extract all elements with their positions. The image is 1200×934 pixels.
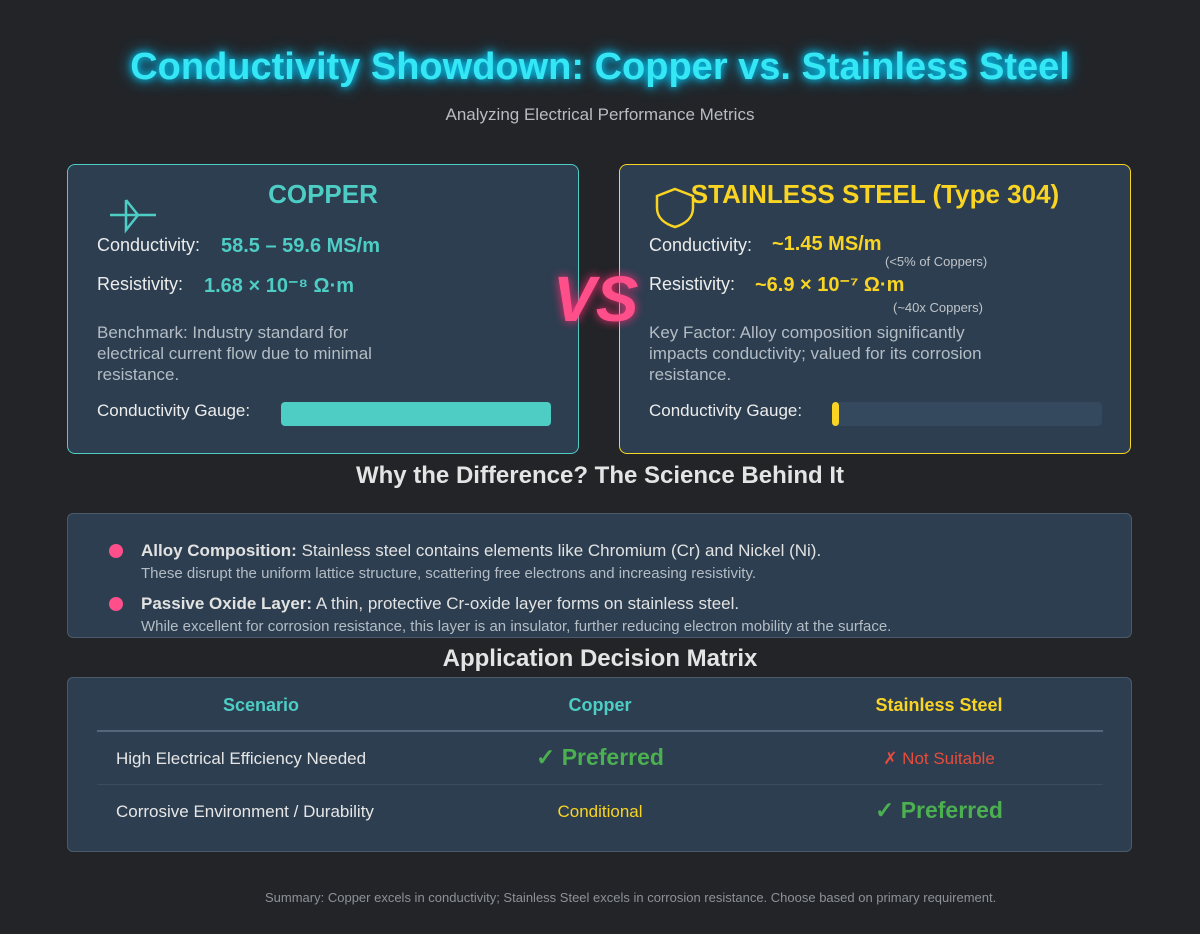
gauge-track [281,402,551,426]
column-header: Copper [568,695,632,715]
label: Conductivity: [649,235,753,255]
value: 58.5 – 59.6 MS/m [221,235,380,257]
vs-badge: VS [553,263,639,335]
section-title: Application Decision Matrix [442,645,758,672]
description: Benchmark: Industry standard for electri… [97,323,372,384]
card-title: COPPER [268,179,378,209]
gauge-fill [281,402,551,426]
subtitle: Analyzing Electrical Performance Metrics [445,105,755,124]
gauge-label: Conductivity Gauge: [97,401,251,420]
cell: ✓ Preferred [875,797,1003,823]
card-title: STAINLESS STEEL (Type 304) [690,179,1060,209]
gauge-fill [832,402,839,426]
description: Key Factor: Alloy composition significan… [649,323,982,384]
label: Resistivity: [97,274,184,294]
column-header: Stainless Steel [875,695,1003,715]
matrix-box [67,677,1132,852]
text: A thin, protective Cr-oxide layer forms … [315,594,740,613]
page-title: Conductivity Showdown: Copper vs. Stainl… [130,46,1070,88]
bullet [109,544,123,558]
bullet [109,597,123,611]
term: Passive Oxide Layer: [141,594,313,613]
section-title: Why the Difference? The Science Behind I… [355,462,845,489]
value: ~6.9 × 10⁻⁷ Ω·m [755,274,905,296]
term: Alloy Composition: [141,541,297,560]
bullet-text: Alloy Composition: Stainless steel conta… [141,541,821,561]
text: Stainless steel contains elements like C… [301,541,822,560]
steel-icon [655,187,695,229]
header-rule [97,730,1103,732]
value: 1.68 × 10⁻⁸ Ω·m [204,275,355,297]
cell: Conditional [557,802,643,821]
gauge-track [832,402,1102,426]
note: (<5% of Coppers) [885,254,988,269]
note: (~40x Coppers) [893,300,983,315]
value: ~1.45 MS/m [772,233,882,255]
cell: High Electrical Efficiency Needed [116,749,367,768]
bullet-text: Passive Oxide Layer: A thin, protective … [141,594,739,614]
column-header: Scenario [222,695,300,715]
science-box [67,513,1132,638]
cell: ✓ Preferred [536,744,664,770]
summary: Summary: Copper excels in conductivity; … [265,890,997,905]
detail: While excellent for corrosion resistance… [141,618,892,635]
cell: Corrosive Environment / Durability [116,802,374,821]
label: Resistivity: [649,274,736,294]
row-rule [97,784,1103,785]
cell: ✗ Not Suitable [883,749,995,768]
detail: These disrupt the uniform lattice struct… [141,565,756,582]
label: Conductivity: [97,235,201,255]
copper-icon [110,199,156,234]
gauge-label: Conductivity Gauge: [649,401,803,420]
